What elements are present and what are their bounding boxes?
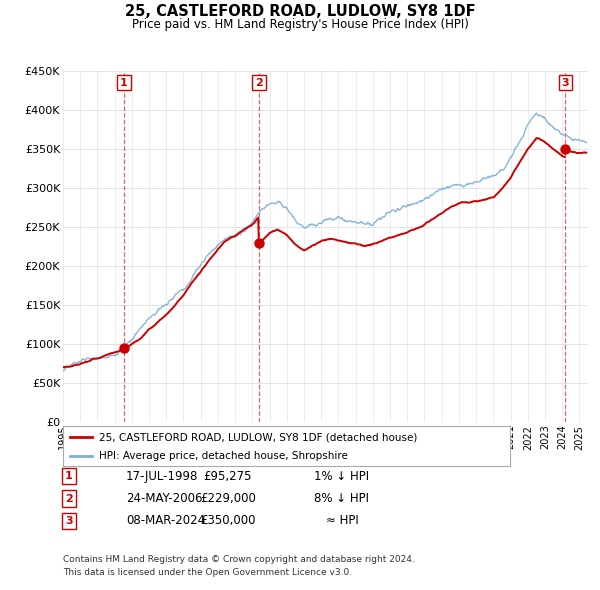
Text: 25, CASTLEFORD ROAD, LUDLOW, SY8 1DF (detached house): 25, CASTLEFORD ROAD, LUDLOW, SY8 1DF (de…: [99, 432, 417, 442]
Text: ≈ HPI: ≈ HPI: [326, 514, 358, 527]
Text: This data is licensed under the Open Government Licence v3.0.: This data is licensed under the Open Gov…: [63, 568, 352, 577]
Text: HPI: Average price, detached house, Shropshire: HPI: Average price, detached house, Shro…: [99, 451, 347, 461]
Text: £95,275: £95,275: [204, 470, 252, 483]
Text: 1% ↓ HPI: 1% ↓ HPI: [314, 470, 370, 483]
Text: 1: 1: [65, 471, 73, 481]
Text: 17-JUL-1998: 17-JUL-1998: [126, 470, 199, 483]
Text: £350,000: £350,000: [200, 514, 256, 527]
Text: 25, CASTLEFORD ROAD, LUDLOW, SY8 1DF: 25, CASTLEFORD ROAD, LUDLOW, SY8 1DF: [125, 4, 475, 19]
Text: 3: 3: [562, 77, 569, 87]
Text: Contains HM Land Registry data © Crown copyright and database right 2024.: Contains HM Land Registry data © Crown c…: [63, 555, 415, 564]
Text: 24-MAY-2006: 24-MAY-2006: [126, 492, 203, 505]
Text: 8% ↓ HPI: 8% ↓ HPI: [314, 492, 370, 505]
Text: 08-MAR-2024: 08-MAR-2024: [126, 514, 205, 527]
Text: 2: 2: [255, 77, 263, 87]
Text: 1: 1: [120, 77, 128, 87]
Text: 3: 3: [65, 516, 73, 526]
Text: 2: 2: [65, 494, 73, 503]
Text: £229,000: £229,000: [200, 492, 256, 505]
Text: Price paid vs. HM Land Registry's House Price Index (HPI): Price paid vs. HM Land Registry's House …: [131, 18, 469, 31]
